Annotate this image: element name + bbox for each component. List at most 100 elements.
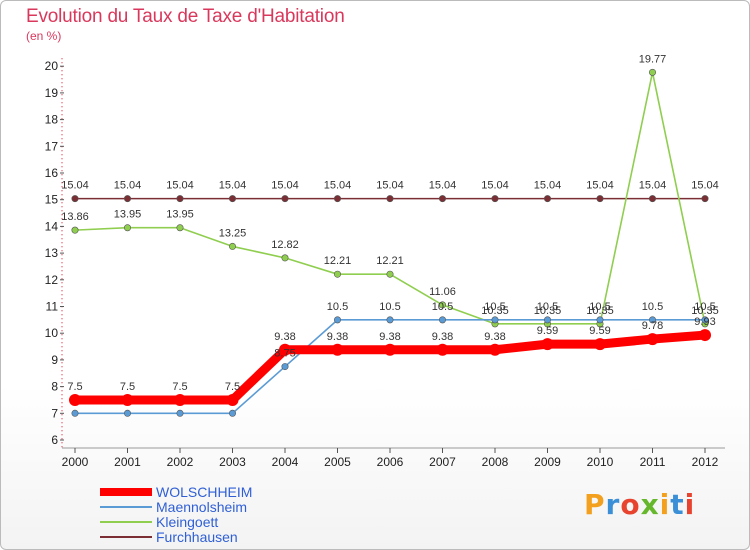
- data-label: 13.95: [114, 209, 142, 221]
- data-point: [174, 393, 186, 406]
- logo-letter: i: [684, 488, 696, 521]
- y-tick-label: 6: [51, 433, 58, 447]
- legend-swatch: [100, 536, 152, 538]
- data-point: [281, 195, 289, 203]
- x-tick-label: 2007: [429, 455, 456, 469]
- data-point: [229, 195, 237, 203]
- x-tick-label: 2002: [167, 455, 194, 469]
- logo-letter: t: [670, 488, 685, 521]
- data-point: [438, 195, 446, 203]
- data-label: 9.38: [274, 331, 295, 343]
- data-point: [176, 195, 184, 203]
- data-label: 9.59: [589, 325, 610, 337]
- data-point: [648, 68, 656, 76]
- data-label: 10.5: [327, 301, 348, 313]
- data-label: 12.82: [271, 239, 299, 251]
- data-point: [491, 316, 499, 324]
- data-label: 12.21: [324, 255, 352, 267]
- legend-label: Kleingoett: [156, 514, 219, 530]
- x-tick-label: 2001: [114, 455, 141, 469]
- y-tick-label: 12: [45, 273, 59, 287]
- data-label: 10.35: [586, 305, 614, 317]
- y-tick-label: 14: [45, 219, 59, 233]
- data-label: 15.04: [166, 180, 194, 192]
- data-point: [646, 333, 659, 346]
- legend-label: Furchhausen: [156, 529, 238, 545]
- data-label: 9.38: [432, 331, 453, 343]
- data-point: [436, 343, 449, 356]
- data-label: 8.75: [274, 348, 295, 360]
- y-tick-label: 8: [51, 380, 58, 394]
- logo-letter: x: [640, 488, 660, 521]
- x-tick-label: 2012: [692, 455, 719, 469]
- data-point: [386, 270, 394, 278]
- data-point: [648, 316, 656, 324]
- data-label: 7.5: [120, 381, 135, 393]
- data-label: 11.06: [429, 286, 456, 298]
- x-tick-label: 2008: [482, 455, 509, 469]
- y-tick-label: 11: [46, 300, 59, 314]
- data-point: [69, 393, 81, 406]
- chart-subtitle: (en %): [26, 29, 62, 43]
- y-tick-label: 9: [51, 353, 58, 367]
- data-point: [596, 316, 604, 324]
- data-label: 15.04: [481, 180, 509, 192]
- data-point: [543, 195, 551, 203]
- data-label: 10.5: [379, 301, 400, 313]
- data-label: 9.38: [484, 331, 505, 343]
- x-tick-label: 2010: [587, 455, 614, 469]
- x-tick-label: 2011: [640, 455, 666, 469]
- data-point: [489, 343, 501, 356]
- y-tick-label: 10: [45, 326, 59, 340]
- data-label: 13.95: [166, 209, 194, 221]
- data-point: [176, 224, 184, 232]
- data-point: [333, 195, 341, 203]
- x-tick-label: 2000: [62, 455, 89, 469]
- data-label: 15.04: [534, 180, 562, 192]
- data-point: [491, 195, 499, 203]
- logo-letter: r: [605, 488, 621, 521]
- y-tick-label: 20: [45, 59, 59, 73]
- data-label: 10.35: [481, 305, 509, 317]
- data-point: [176, 409, 184, 417]
- proxiti-logo: Proxiti: [584, 488, 695, 521]
- data-label: 9.38: [327, 331, 348, 343]
- data-label: 7.5: [225, 381, 240, 393]
- data-point: [333, 270, 341, 278]
- y-tick-label: 7: [51, 406, 58, 420]
- data-point: [279, 343, 291, 356]
- data-label: 15.04: [114, 180, 142, 192]
- legend-label: WOLSCHHEIM: [156, 484, 253, 500]
- x-tick-label: 2003: [219, 455, 246, 469]
- data-label: 15.04: [376, 180, 404, 192]
- data-point: [541, 338, 554, 351]
- data-label: 9.38: [379, 331, 400, 343]
- data-point: [229, 409, 237, 417]
- logo-letter: P: [584, 488, 606, 521]
- logo-letter: o: [620, 488, 641, 521]
- data-label: 10.5: [694, 301, 715, 313]
- data-point: [333, 316, 341, 324]
- data-label: 10.35: [691, 305, 719, 317]
- legend-swatch: [100, 521, 152, 523]
- data-point: [124, 409, 132, 417]
- data-label: 9.59: [537, 325, 558, 337]
- y-tick-label: 17: [45, 139, 59, 153]
- x-tick-label: 2006: [377, 455, 404, 469]
- x-tick-label: 2009: [534, 455, 561, 469]
- data-label: 10.5: [432, 301, 453, 313]
- data-label: 19.77: [639, 53, 667, 65]
- data-point: [386, 316, 394, 324]
- y-tick-label: 15: [45, 193, 59, 207]
- data-label: 15.04: [429, 180, 457, 192]
- data-point: [596, 195, 604, 203]
- data-point: [229, 242, 237, 250]
- data-point: [121, 393, 134, 406]
- legend-label: Maennolsheim: [156, 499, 248, 515]
- data-point: [71, 226, 79, 234]
- data-point: [281, 363, 289, 371]
- data-point: [438, 316, 446, 324]
- data-point: [701, 316, 709, 324]
- data-label: 15.04: [61, 180, 89, 192]
